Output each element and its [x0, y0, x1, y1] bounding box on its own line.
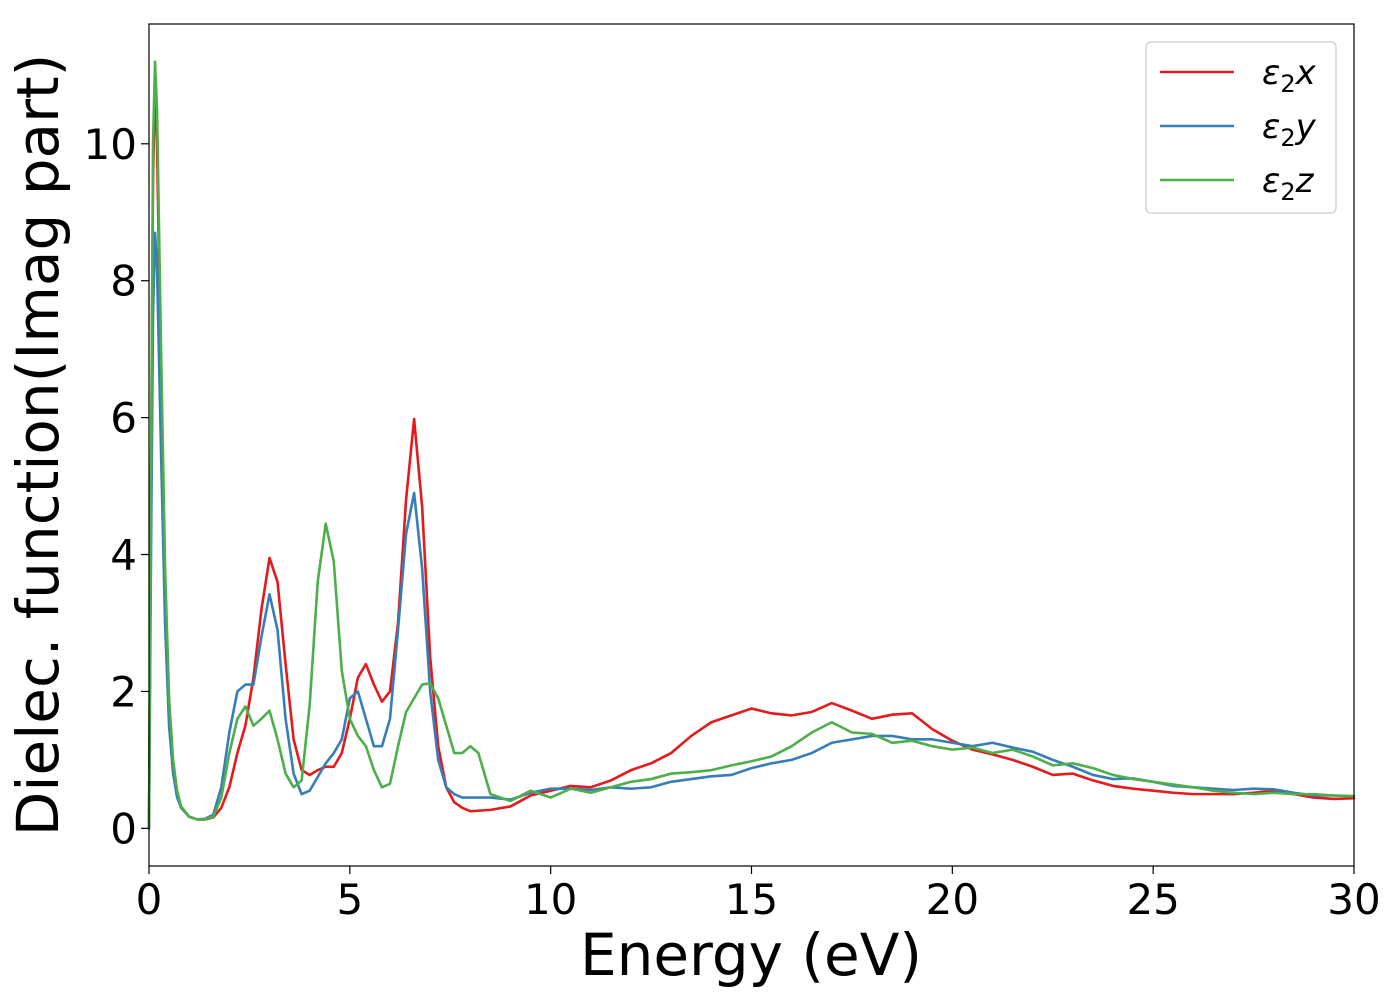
- legend-box: [1145, 41, 1337, 214]
- legend-label-y: ε2y: [1262, 107, 1317, 152]
- y-axis-ticks: 0 2 4 6 8 10: [84, 120, 149, 853]
- y-tick-label: 10: [84, 120, 137, 169]
- y-tick-label: 8: [110, 257, 137, 306]
- x-tick-label: 5: [336, 875, 363, 924]
- legend-label-x: ε2x: [1262, 53, 1317, 98]
- x-tick-label: 20: [926, 875, 979, 924]
- series-line-z: [147, 60, 1356, 830]
- series-line-x: [147, 80, 1356, 830]
- x-tick-label: 0: [136, 875, 163, 924]
- x-tick-label: 15: [725, 875, 778, 924]
- series-line-y: [147, 231, 1356, 830]
- y-tick-label: 4: [110, 531, 137, 580]
- legend: ε2x ε2y ε2z: [1145, 41, 1337, 214]
- series-lines: [147, 60, 1356, 830]
- x-axis-title: Energy (eV): [580, 921, 922, 989]
- x-tick-label: 25: [1126, 875, 1179, 924]
- y-tick-label: 6: [110, 394, 137, 443]
- y-tick-label: 2: [110, 667, 137, 716]
- x-tick-label: 30: [1327, 875, 1380, 924]
- x-axis-ticks: 0 5 10 15 20 25 30: [136, 866, 1381, 924]
- y-axis-title: Dielec. function(Imag part): [4, 54, 72, 837]
- y-tick-label: 0: [110, 804, 137, 853]
- legend-label-z: ε2z: [1262, 161, 1315, 206]
- x-tick-label: 10: [524, 875, 577, 924]
